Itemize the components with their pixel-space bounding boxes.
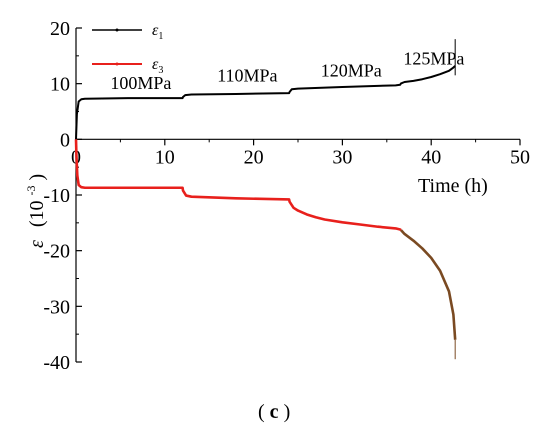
- legend-marker: [115, 28, 119, 32]
- y-tick-label: -10: [43, 185, 70, 207]
- x-tick-label: 40: [421, 146, 441, 168]
- y-axis-label-unit-close: ): [26, 174, 48, 181]
- x-tick-label: 20: [244, 146, 264, 168]
- y-axis-label: ε (10 -3 ): [18, 174, 48, 248]
- stress-level-label: 100MPa: [110, 73, 171, 93]
- legend-label-symbol: ε: [152, 56, 159, 73]
- legend-label-subscript: 3: [158, 65, 163, 76]
- legend-label: ε3: [152, 56, 163, 76]
- x-tick-label: 10: [155, 146, 175, 168]
- stress-level-label: 125MPa: [403, 49, 464, 69]
- panel-caption-close: ): [284, 401, 291, 423]
- series-line: [74, 139, 402, 232]
- series-eps1: [75, 39, 456, 140]
- stress-level-label: 120MPa: [321, 60, 382, 80]
- annotation-layer: 100MPa 110MPa 120MPa 125MPa: [110, 49, 464, 93]
- y-axis-label-symbol: ε: [26, 240, 48, 248]
- series-layer: [74, 39, 457, 360]
- legend-marker: [115, 62, 119, 66]
- y-axis-label-exponent: -3: [24, 185, 38, 195]
- panel-caption-open: (: [258, 401, 265, 423]
- series-eps3: [74, 139, 457, 360]
- y-tick-label: 0: [60, 129, 70, 151]
- series-line: [75, 65, 456, 140]
- y-tick-label: -40: [43, 352, 70, 374]
- y-tick-label: 20: [50, 18, 70, 40]
- x-axis-label: Time (h): [418, 175, 488, 197]
- y-axis-label-unit: (10: [26, 200, 48, 227]
- legend-label-subscript: 1: [158, 31, 163, 42]
- y-tick-label: -20: [43, 241, 70, 263]
- panel-caption: ( c ): [258, 401, 290, 423]
- panel-caption-letter: c: [270, 401, 279, 423]
- x-tick-label: 50: [510, 146, 530, 168]
- legend-label: ε1: [152, 22, 163, 42]
- stress-level-label: 110MPa: [217, 65, 277, 85]
- legend-label-symbol: ε: [152, 22, 159, 39]
- x-tick-label: 30: [332, 146, 352, 168]
- series-line-tail: [400, 229, 457, 340]
- y-tick-label: 10: [50, 74, 70, 96]
- y-tick-label: -30: [43, 296, 70, 318]
